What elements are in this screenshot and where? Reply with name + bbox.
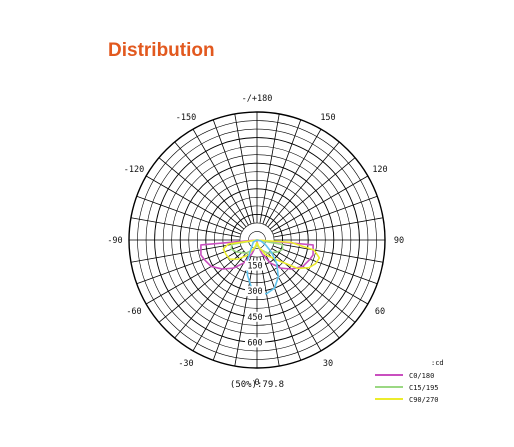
angle-label: -120 xyxy=(124,165,144,175)
angle-label: -90 xyxy=(107,236,122,246)
grid-spoke xyxy=(269,157,356,230)
radial-tick-label: 600 xyxy=(247,338,262,348)
curve-c90-270 xyxy=(246,239,280,295)
grid-spoke xyxy=(259,256,280,367)
grid-spoke xyxy=(272,245,378,285)
grid-spoke xyxy=(234,256,255,367)
page-title: Distribution xyxy=(108,40,215,61)
intensity-curves xyxy=(200,239,321,295)
legend-unit: :cd xyxy=(431,359,444,367)
angle-label: 120 xyxy=(372,165,387,175)
grid-spoke xyxy=(158,250,245,323)
grid-spoke xyxy=(130,217,241,238)
tick-label-bg xyxy=(245,311,265,322)
grid-spoke xyxy=(145,248,243,305)
grid-spoke xyxy=(262,255,302,361)
grid-spoke xyxy=(273,242,384,263)
angle-label: -/+180 xyxy=(242,94,273,104)
legend: :cd C0/180 C15/195 C90/270 xyxy=(375,359,444,404)
grid-spoke xyxy=(145,175,243,232)
legend-label: C15/195 xyxy=(409,384,439,392)
grid-spoke xyxy=(212,255,252,361)
tick-label-bg xyxy=(245,286,265,297)
grid-spoke xyxy=(267,141,340,228)
tick-label-bg xyxy=(245,337,265,348)
angle-label: 150 xyxy=(320,113,335,123)
grid-spoke xyxy=(192,128,249,226)
grid-spoke xyxy=(234,113,255,224)
angle-label: -60 xyxy=(126,307,141,317)
curve-c90-270 xyxy=(222,239,321,270)
grid-spoke xyxy=(130,242,241,263)
radial-tick-label: 300 xyxy=(247,287,262,297)
legend-label: C0/180 xyxy=(409,372,434,380)
angle-label: 60 xyxy=(375,307,385,317)
grid-spoke xyxy=(192,254,249,352)
grid-spoke xyxy=(271,175,369,232)
radial-tick-label: 150 xyxy=(247,262,262,272)
grid-spoke xyxy=(273,217,384,238)
grid-spoke xyxy=(158,157,245,230)
tick-label-bg xyxy=(245,260,265,271)
beam-angle-caption: (50%):79.8 xyxy=(230,380,284,390)
grid-spoke xyxy=(174,141,247,228)
grid-spoke xyxy=(272,195,378,235)
grid-spoke xyxy=(262,119,302,225)
curve-c0-180 xyxy=(200,239,314,270)
grid-spoke xyxy=(265,254,322,352)
radial-tick-labels: 150 300 450 600 xyxy=(245,260,265,348)
grid-spoke xyxy=(136,245,242,285)
grid-spoke xyxy=(136,195,242,235)
angle-label: -30 xyxy=(178,359,193,369)
radial-tick-label: 450 xyxy=(247,313,262,323)
grid-spoke xyxy=(259,113,280,224)
curve-c15-195 xyxy=(230,239,284,254)
angle-label: 90 xyxy=(394,236,404,246)
legend-label: C90/270 xyxy=(409,396,439,404)
angle-label: 0 xyxy=(254,378,259,388)
grid-spoke xyxy=(271,248,369,305)
grid-spoke xyxy=(212,119,252,225)
angle-label: -150 xyxy=(176,113,196,123)
grid-spoke xyxy=(265,128,322,226)
angle-label: 30 xyxy=(323,359,333,369)
